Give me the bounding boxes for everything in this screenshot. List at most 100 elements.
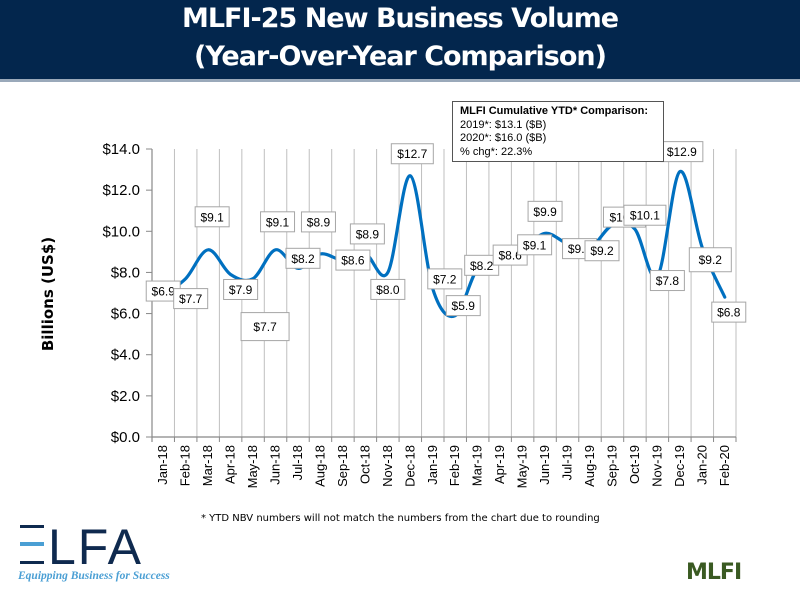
data-label-text: $8.6 bbox=[341, 254, 365, 268]
x-tick-labels: Jan-18 Feb-18 Mar-18 Apr-18 May-18 Jun-18 Jul-… bbox=[155, 445, 732, 488]
ytd-2019: 2019*: $13.1 ($B) bbox=[460, 118, 547, 131]
data-label: $8.9 bbox=[349, 223, 385, 245]
data-label: $10.1 bbox=[623, 204, 667, 226]
elfa-bar-top bbox=[20, 525, 44, 528]
data-label-text: $9.2 bbox=[699, 253, 723, 267]
y-tick-label: $8.0 bbox=[111, 264, 140, 281]
data-label-text: $10.1 bbox=[630, 209, 660, 223]
x-tick-label: Apr-18 bbox=[223, 445, 238, 484]
gridlines bbox=[173, 149, 737, 437]
data-label-box bbox=[584, 240, 620, 262]
data-label: $7.2 bbox=[427, 268, 463, 290]
data-label: $9.1 bbox=[194, 206, 230, 228]
elfa-wordmark: LFA bbox=[48, 520, 143, 570]
data-label-text: $7.8 bbox=[656, 274, 680, 288]
y-tick-label: $6.0 bbox=[111, 306, 140, 323]
data-label: $7.7 bbox=[240, 312, 290, 342]
x-tick-label: May-18 bbox=[245, 445, 260, 488]
data-label-box bbox=[527, 200, 563, 222]
x-tick-label: May-19 bbox=[515, 445, 530, 488]
x-tick-label: Jun-18 bbox=[268, 445, 283, 485]
data-label-text: $6.9 bbox=[152, 285, 176, 299]
data-label: $12.9 bbox=[660, 141, 704, 163]
data-label-box bbox=[223, 278, 259, 300]
data-label: $9.2 bbox=[688, 247, 732, 273]
data-label-box bbox=[335, 249, 371, 271]
data-label-box bbox=[260, 211, 296, 233]
x-tick-label: Sep-19 bbox=[604, 445, 619, 487]
data-label-text: $7.7 bbox=[179, 292, 203, 306]
data-label-text: $9.9 bbox=[533, 205, 557, 219]
data-label: $9.1 bbox=[517, 234, 553, 256]
data-label: $8.2 bbox=[285, 247, 321, 269]
data-label-box bbox=[427, 268, 463, 290]
x-tick-label: Jul-18 bbox=[290, 445, 305, 480]
data-label-text: $6.8 bbox=[717, 306, 741, 320]
x-tick-label: Jan-20 bbox=[694, 445, 709, 485]
y-tick-labels: $0.0 $2.0 $4.0 $6.0 $8.0 $10.0 $12.0 $14.0 bbox=[102, 141, 140, 446]
x-tick-label: Mar-19 bbox=[470, 445, 485, 486]
data-label-box bbox=[517, 234, 553, 256]
series-line bbox=[161, 170, 727, 319]
x-tick-label: Feb-19 bbox=[447, 445, 462, 486]
data-label-text: $9.1 bbox=[200, 210, 224, 224]
data-label-text: $8.9 bbox=[356, 227, 380, 241]
data-label: $9.1 bbox=[260, 211, 296, 233]
data-label-text: $9.1 bbox=[523, 238, 547, 252]
y-tick-label: $2.0 bbox=[111, 388, 140, 405]
y-tick-label: $4.0 bbox=[111, 347, 140, 364]
x-tick-label: Jan-19 bbox=[425, 445, 440, 485]
data-label-box bbox=[194, 206, 230, 228]
data-label: $7.9 bbox=[223, 278, 259, 300]
data-label-box bbox=[173, 288, 209, 310]
data-label: $8.6 bbox=[335, 249, 371, 271]
x-tick-label: Aug-19 bbox=[582, 445, 597, 487]
x-tick-label: Sep-18 bbox=[335, 445, 350, 487]
data-label: $12.7 bbox=[390, 143, 434, 165]
data-label: $9.2 bbox=[584, 240, 620, 262]
data-label: $9.9 bbox=[527, 200, 563, 222]
data-label-box bbox=[349, 223, 385, 245]
elfa-logo: LFA bbox=[20, 520, 143, 570]
data-label-text: $9.2 bbox=[590, 244, 614, 258]
ytd-2020: 2020*: $16.0 ($B) bbox=[460, 132, 547, 144]
data-label-box bbox=[390, 143, 434, 165]
data-label-text: $8.2 bbox=[291, 252, 315, 266]
data-labels: $6.9$7.7$9.1$7.9$7.7$9.1$8.2$8.9$8.6$8.9… bbox=[145, 141, 747, 342]
data-label-text: $5.9 bbox=[452, 299, 476, 313]
x-tick-label: Feb-18 bbox=[178, 445, 193, 486]
ytd-title: MLFI Cumulative YTD* Comparison: bbox=[460, 105, 649, 117]
x-tick-label: Aug-18 bbox=[312, 445, 327, 487]
data-label: $8.9 bbox=[300, 211, 336, 233]
data-label-text: $9.1 bbox=[266, 215, 290, 229]
ytd-pct-change: % chg*: 22.3% bbox=[460, 145, 533, 158]
data-label: $5.9 bbox=[445, 295, 481, 317]
data-label: $7.8 bbox=[649, 270, 685, 292]
data-label: $8.0 bbox=[370, 278, 406, 300]
footnote: * YTD NBV numbers will not match the num… bbox=[201, 513, 600, 524]
x-tick-label: Dec-18 bbox=[402, 445, 417, 487]
data-label-text: $8.9 bbox=[307, 215, 331, 229]
x-tick-label: Jul-19 bbox=[560, 445, 575, 480]
x-tick-label: Jan-18 bbox=[155, 445, 170, 485]
elfa-bar-bottom bbox=[20, 561, 44, 564]
data-label-text: $7.2 bbox=[433, 272, 457, 286]
x-tick-label: Apr-19 bbox=[492, 445, 507, 484]
x-tick-label: Nov-19 bbox=[649, 445, 664, 487]
x-tick-label: Oct-19 bbox=[627, 445, 642, 484]
x-tick-label: Nov-18 bbox=[380, 445, 395, 487]
data-label-text: $8.0 bbox=[376, 283, 400, 297]
x-tick-label: Feb-20 bbox=[717, 445, 732, 486]
data-label-box bbox=[711, 301, 747, 323]
chart-title-line2: (Year-Over-Year Comparison) bbox=[193, 41, 607, 72]
data-label-text: $8.6 bbox=[498, 249, 522, 263]
data-label-text: $7.7 bbox=[253, 320, 277, 334]
data-label-box bbox=[649, 270, 685, 292]
data-label-box bbox=[688, 247, 732, 273]
data-label-box bbox=[300, 211, 336, 233]
x-tick-label: Dec-19 bbox=[672, 445, 687, 487]
data-label-box bbox=[285, 247, 321, 269]
ytd-comparison-box: MLFI Cumulative YTD* Comparison: 2019*: … bbox=[452, 101, 664, 162]
y-tick-label: $10.0 bbox=[102, 223, 140, 240]
